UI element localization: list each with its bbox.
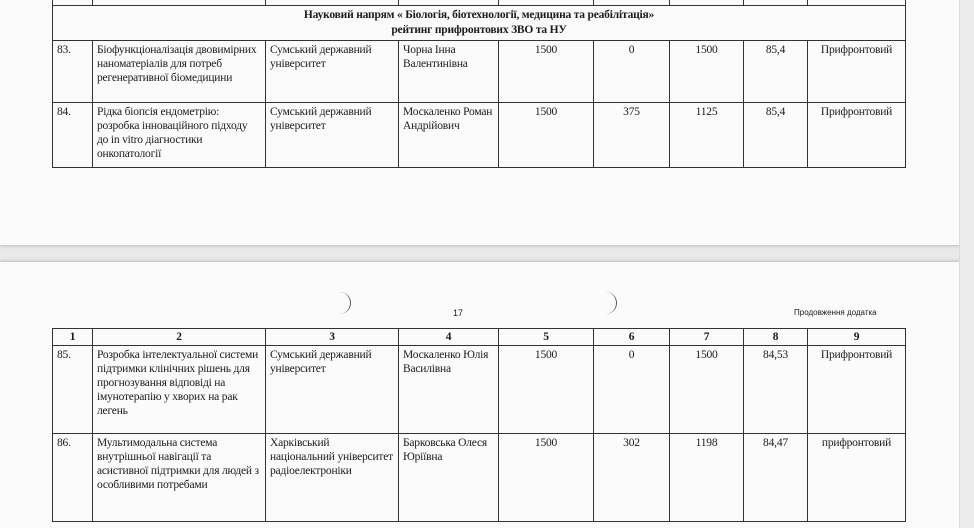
- cell-6: 375: [593, 102, 670, 168]
- cell-7: 1125: [669, 102, 744, 168]
- cell-7: 1500: [669, 345, 744, 434]
- column-header: 4: [398, 328, 499, 346]
- project-leader: Москаленко Роман Андрійович: [398, 102, 499, 168]
- column-header: 3: [265, 328, 399, 346]
- institution: Сумський державний університет: [265, 102, 399, 168]
- table-row: 86. Мультимодальна система внутрішньої н…: [52, 433, 906, 522]
- institution: Сумський державний університет: [265, 40, 399, 103]
- section-title: Науковий напрям « Біологія, біотехнологі…: [303, 9, 655, 21]
- cell-7: 1500: [669, 40, 744, 103]
- cell-8: 85,4: [743, 40, 808, 103]
- row-number: 85.: [52, 345, 93, 434]
- column-header: 1: [52, 328, 93, 346]
- cell-5: 1500: [498, 102, 594, 168]
- column-header: 9: [807, 328, 906, 346]
- project-title: Рідка біопсія ендометрію: розробка іннов…: [92, 102, 266, 168]
- cell-6: 0: [593, 40, 670, 103]
- cell-9: Прифронтовий: [807, 40, 906, 103]
- project-title: Біофункціоналізація двовимірних наномате…: [92, 40, 266, 103]
- cell-8: 84,53: [743, 345, 808, 434]
- column-header: 2: [92, 328, 266, 346]
- cell-5: 1500: [498, 40, 594, 103]
- page-number: 17: [453, 308, 464, 318]
- table-page-2: 1 2 3 4 5 6 7 8 9 85. Розробка інтелекту…: [52, 328, 906, 522]
- cell-6: 0: [593, 345, 670, 434]
- institution: Сумський державний університет: [265, 345, 399, 434]
- project-title: Мультимодальна система внутрішньої навіг…: [92, 433, 266, 522]
- column-header: 5: [498, 328, 594, 346]
- cell-9: Прифронтовий: [807, 345, 906, 434]
- punch-hole-mark: [338, 292, 351, 314]
- row-number: 84.: [52, 102, 93, 168]
- column-header: 7: [669, 328, 744, 346]
- section-subtitle: рейтинг прифронтових ЗВО та НУ: [391, 24, 567, 36]
- document-page-1: Науковий напрям « Біологія, біотехнологі…: [0, 0, 960, 245]
- column-header: 6: [593, 328, 670, 346]
- project-leader: Москаленко Юлія Василівна: [398, 345, 499, 434]
- project-leader: Барковська Олеся Юріївна: [398, 433, 499, 522]
- institution: Харківський національний університет рад…: [265, 433, 399, 522]
- column-header-row: 1 2 3 4 5 6 7 8 9: [52, 328, 906, 346]
- section-header-row: Науковий напрям « Біологія, біотехнологі…: [52, 5, 906, 41]
- cell-9: Прифронтовий: [807, 102, 906, 168]
- cell-8: 85,4: [743, 102, 808, 168]
- vertical-scrollbar[interactable]: [959, 0, 974, 528]
- cell-9: прифронтовий: [807, 433, 906, 522]
- cell-5: 1500: [498, 433, 594, 522]
- cell-6: 302: [593, 433, 670, 522]
- document-page-2: 17 Продовження додатка 1 2 3 4 5 6 7 8 9…: [0, 262, 960, 528]
- table-page-1: Науковий напрям « Біологія, біотехнологі…: [52, 0, 906, 168]
- row-number: 86.: [52, 433, 93, 522]
- column-header: 8: [743, 328, 808, 346]
- cell-7: 1198: [669, 433, 744, 522]
- table-row: 83. Біофункціоналізація двовимірних нано…: [52, 40, 906, 103]
- cell-5: 1500: [498, 345, 594, 434]
- continuation-label: Продовження додатка: [794, 308, 877, 317]
- table-row: 85. Розробка інтелектуальної системи під…: [52, 345, 906, 434]
- project-title: Розробка інтелектуальної системи підтрим…: [92, 345, 266, 434]
- project-leader: Чорна Інна Валентинівна: [398, 40, 499, 103]
- punch-hole-mark: [604, 292, 617, 314]
- row-number: 83.: [52, 40, 93, 103]
- cell-8: 84,47: [743, 433, 808, 522]
- table-row: 84. Рідка біопсія ендометрію: розробка і…: [52, 102, 906, 168]
